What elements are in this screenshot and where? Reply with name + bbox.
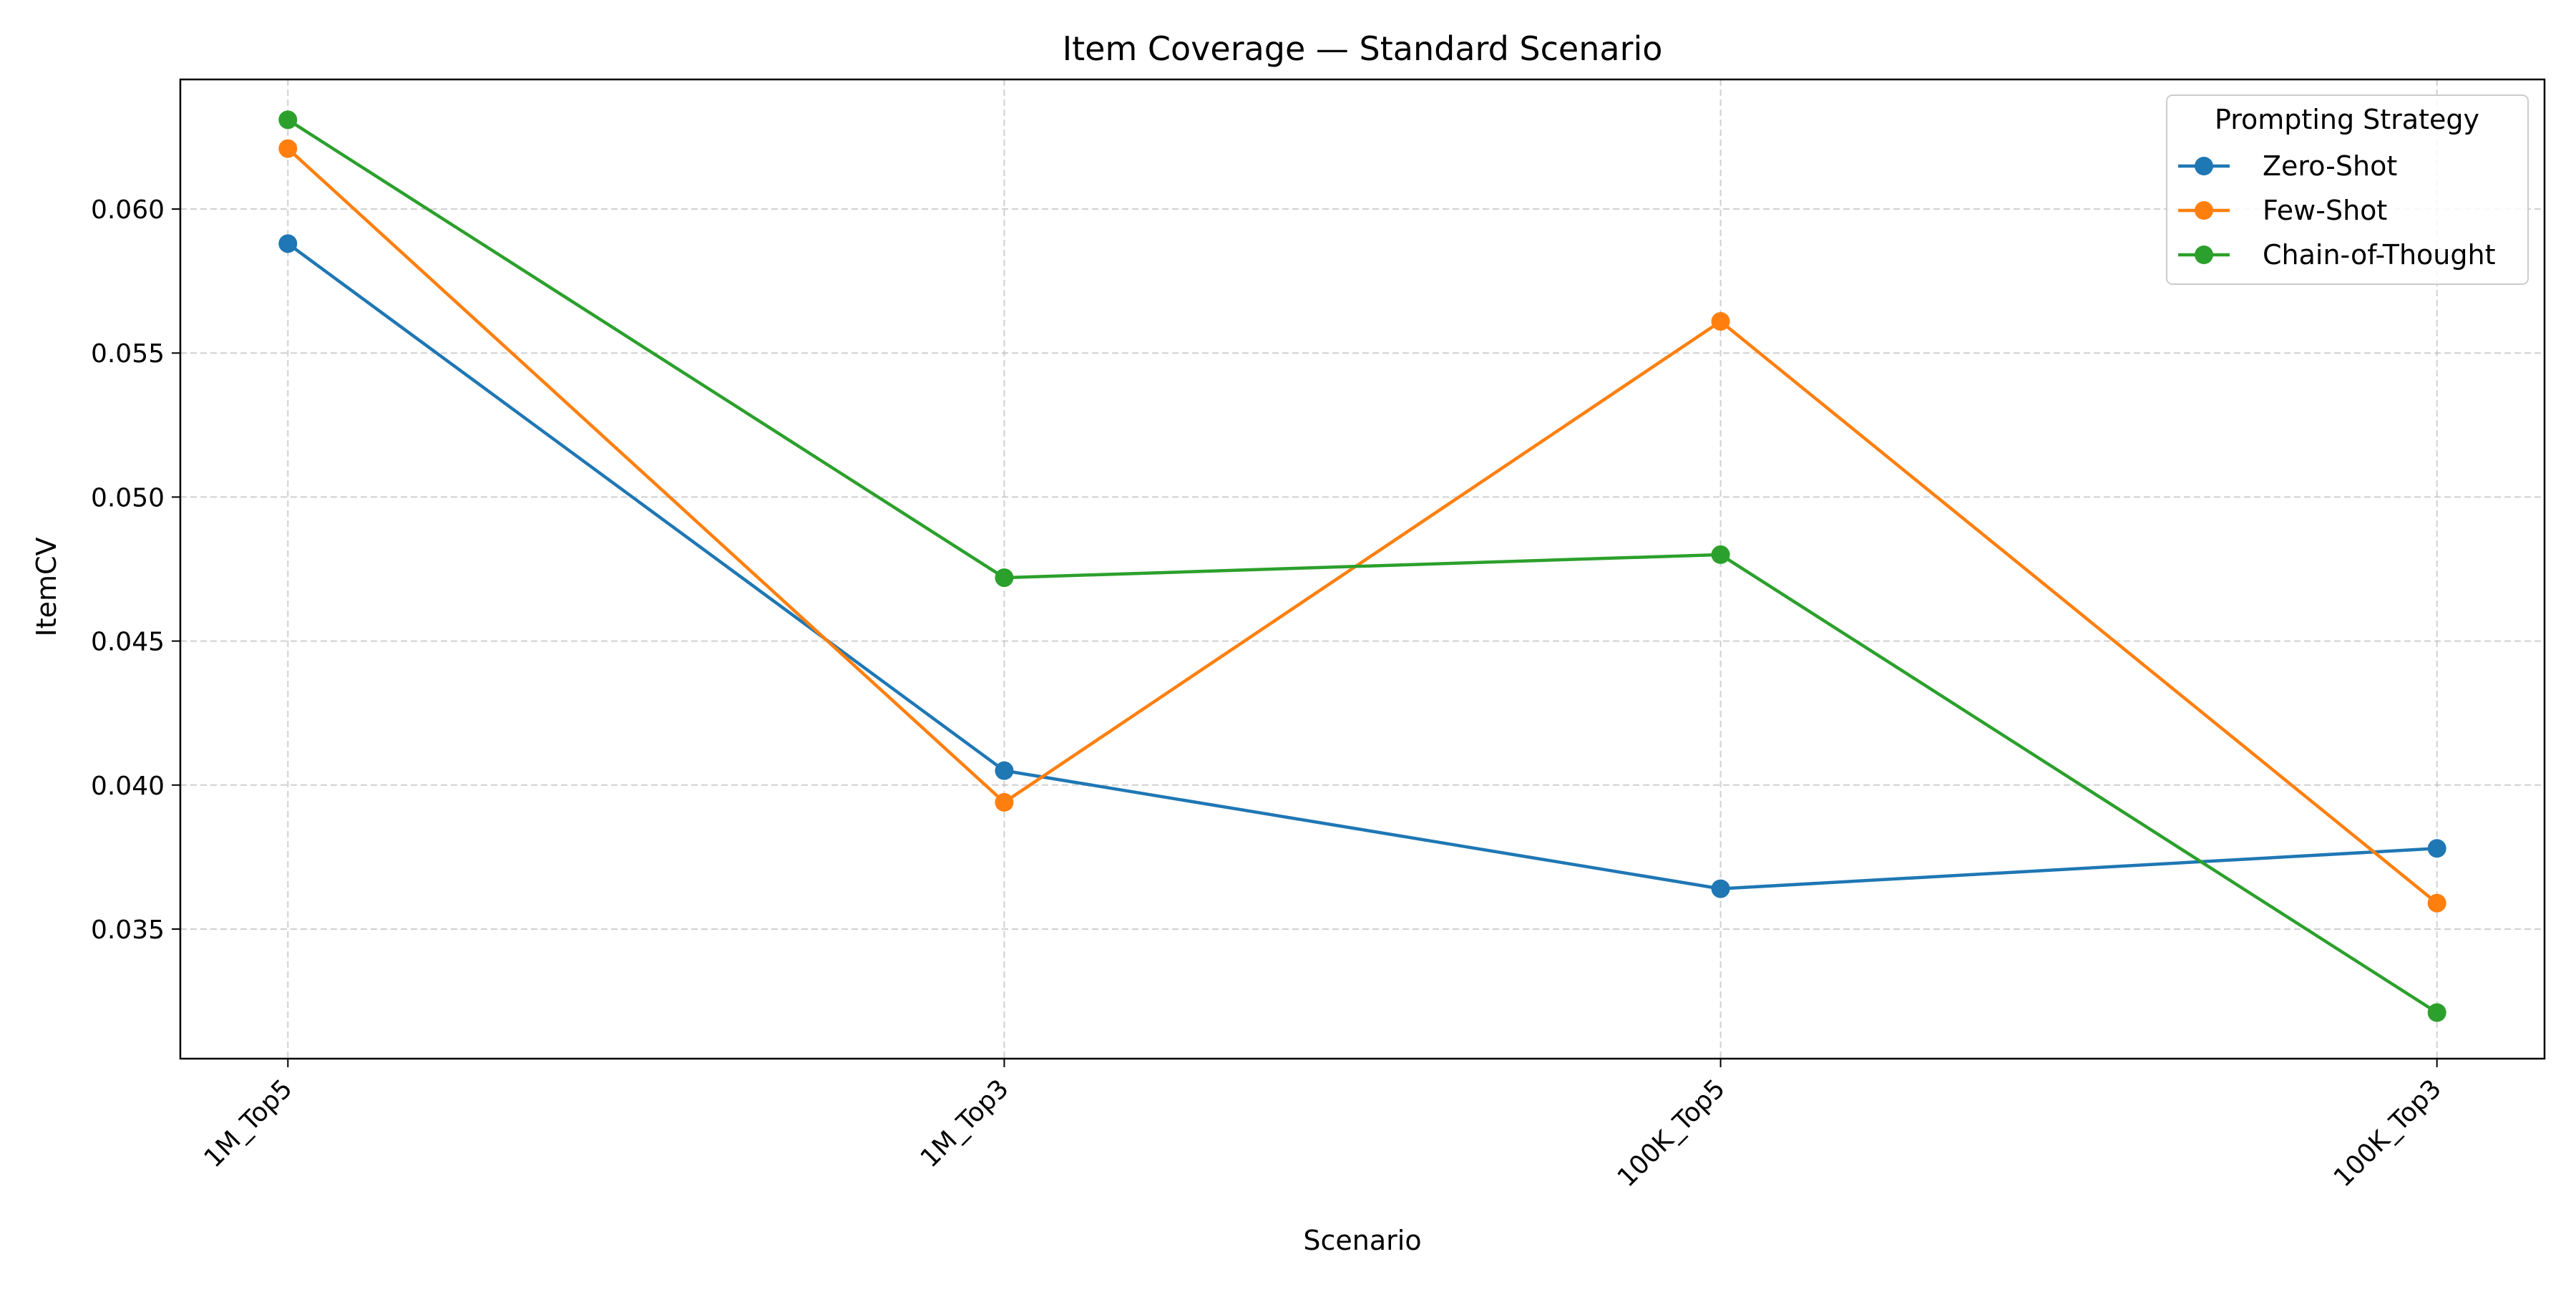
- series-layer: [278, 110, 2446, 1022]
- data-point-chain-of-thought: [278, 110, 298, 130]
- data-point-chain-of-thought: [995, 568, 1014, 588]
- data-point-few-shot: [2427, 893, 2446, 913]
- data-point-few-shot: [278, 139, 298, 158]
- data-point-chain-of-thought: [1711, 545, 1730, 564]
- legend-entries: Zero-Shot Few-Shot Chain-of-Thought: [2178, 150, 2495, 271]
- y-tick-label: 0.045: [91, 628, 165, 657]
- y-tick-label: 0.040: [91, 772, 165, 801]
- legend-marker-zero-shot: [2195, 157, 2213, 175]
- data-point-zero-shot: [2427, 839, 2446, 858]
- legend-label-few-shot: Few-Shot: [2263, 195, 2387, 226]
- x-axis-label: Scenario: [1303, 1225, 1421, 1256]
- legend: Prompting Strategy Zero-Shot Few-Shot Chai…: [2166, 94, 2529, 285]
- chart-title: Item Coverage — Standard Scenario: [1063, 29, 1663, 68]
- series-line-chain-of-thought: [287, 118, 2438, 1014]
- y-axis-ticks: 0.035 0.040 0.045 0.050 0.055 0.060: [91, 195, 180, 945]
- y-tick-label: 0.060: [91, 195, 165, 225]
- plot-frame: [179, 78, 2546, 1060]
- data-point-zero-shot: [278, 234, 298, 253]
- series-line-zero-shot: [286, 242, 2437, 890]
- series-line-few-shot: [286, 147, 2439, 905]
- y-tick-label: 0.055: [91, 339, 165, 369]
- data-point-few-shot: [1711, 311, 1730, 331]
- legend-label-chain-of-thought: Chain-of-Thought: [2263, 239, 2495, 271]
- y-tick-label: 0.050: [91, 483, 165, 513]
- legend-marker-chain-of-thought: [2195, 246, 2213, 264]
- y-axis-label: ItemCV: [31, 537, 62, 636]
- data-point-zero-shot: [995, 761, 1014, 780]
- y-tick-label: 0.035: [91, 915, 165, 945]
- data-point-few-shot: [995, 792, 1014, 812]
- legend-box: [2166, 94, 2529, 285]
- legend-title: Prompting Strategy: [2215, 104, 2479, 135]
- legend-label-zero-shot: Zero-Shot: [2263, 150, 2397, 182]
- legend-marker-few-shot: [2195, 201, 2213, 220]
- data-point-chain-of-thought: [2427, 1003, 2446, 1022]
- data-point-zero-shot: [1711, 879, 1730, 898]
